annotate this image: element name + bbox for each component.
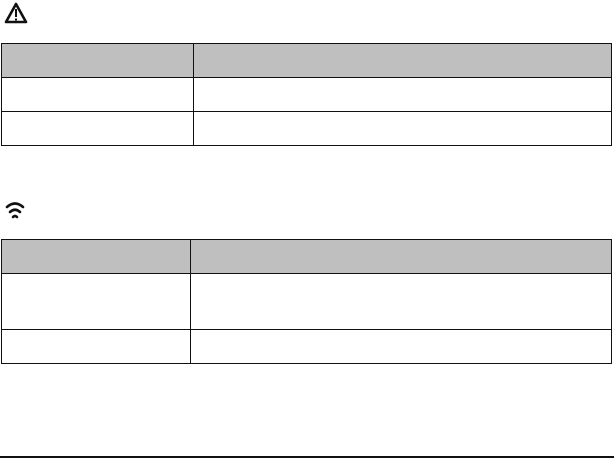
warning-triangle-icon <box>4 2 28 24</box>
table-cell <box>1 111 194 146</box>
header-cell <box>190 239 612 274</box>
table-cell <box>1 273 191 330</box>
table-cell <box>193 111 612 146</box>
table-cell <box>193 77 612 112</box>
table-header-row <box>1 239 612 274</box>
table-section-2 <box>1 239 612 364</box>
wireless-signal-icon <box>5 202 25 219</box>
page-bottom-rule <box>0 456 614 458</box>
header-cell <box>193 43 612 78</box>
table-row <box>1 77 612 112</box>
table-cell <box>190 329 612 364</box>
table-row <box>1 111 612 146</box>
header-cell <box>1 239 191 274</box>
header-cell <box>1 43 194 78</box>
table-cell <box>190 273 612 330</box>
table-row <box>1 273 612 330</box>
table-header-row <box>1 43 612 78</box>
table-section-1 <box>1 43 612 146</box>
table-cell <box>1 329 191 364</box>
table-row <box>1 329 612 364</box>
table-cell <box>1 77 194 112</box>
